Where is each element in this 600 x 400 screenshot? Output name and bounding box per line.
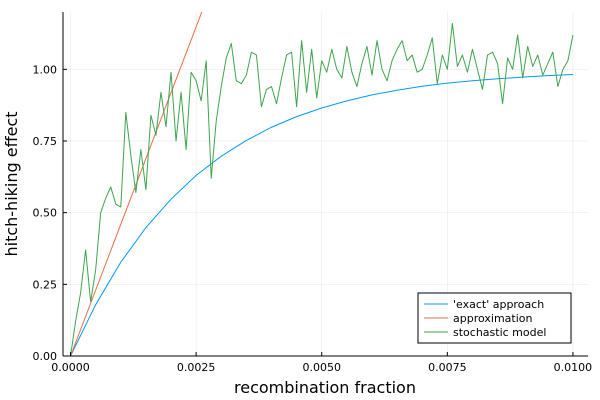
series-line-approximation [70,12,203,356]
legend: 'exact' approachapproximationstochastic … [417,292,572,344]
y-tick-label: 0.50 [33,207,58,220]
legend-label: 'exact' approach [453,298,544,311]
y-axis-title: hitch-hiking effect [2,111,21,256]
x-tick-label: 0.0100 [554,361,593,374]
x-tick-label: 0.0025 [177,361,216,374]
y-tick-label: 1.00 [33,63,58,76]
x-axis-title: recombination fraction [234,378,416,397]
y-tick-label: 0.75 [33,135,58,148]
x-tick-label: 0.0050 [302,361,341,374]
x-tick-label: 0.0075 [428,361,467,374]
y-tick-label: 0.00 [33,350,58,363]
x-tick-label: 0.0000 [51,361,90,374]
series-line-exact-approach [70,73,573,356]
legend-label: approximation [453,312,532,325]
y-tick-label: 0.25 [33,278,58,291]
legend-label: stochastic model [453,326,546,339]
series-layer [70,12,574,356]
ticks: 0.0000 0.0025 0.0050 0.0075 0.0100 0.00 0.25 0.… [33,63,593,374]
series-line-stochastic-model [70,22,574,356]
